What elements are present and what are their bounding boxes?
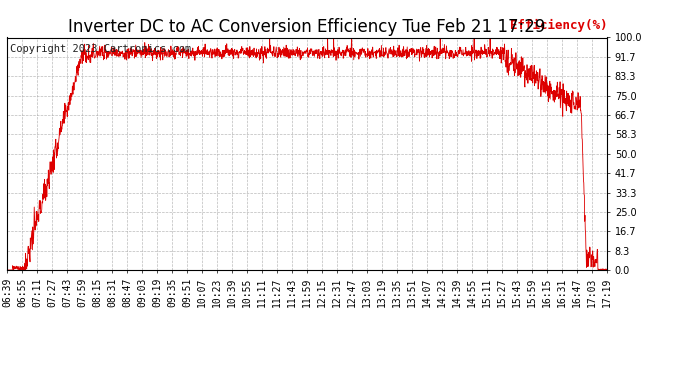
- Text: Copyright 2023 Cartronics.com: Copyright 2023 Cartronics.com: [10, 45, 191, 54]
- Text: Efficiency(%): Efficiency(%): [510, 19, 607, 32]
- Title: Inverter DC to AC Conversion Efficiency Tue Feb 21 17:29: Inverter DC to AC Conversion Efficiency …: [68, 18, 546, 36]
